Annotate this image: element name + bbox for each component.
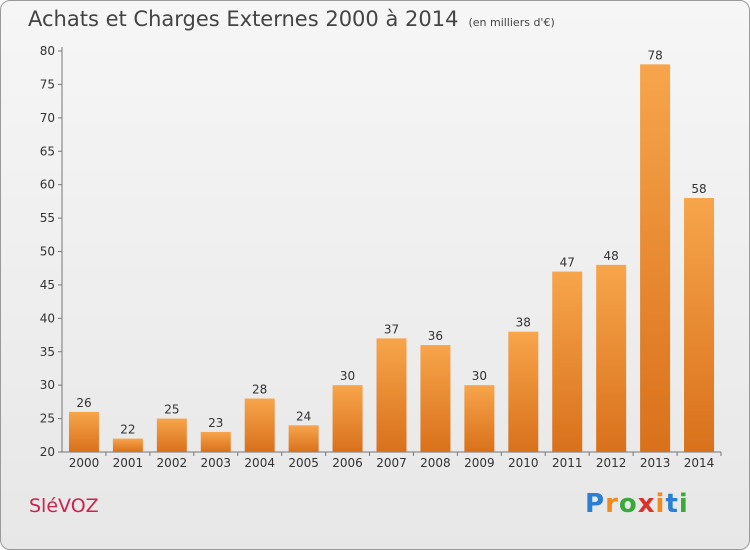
x-tick-label: 2005 bbox=[288, 456, 319, 470]
bar-value-label: 24 bbox=[296, 409, 311, 423]
logo-letter: i bbox=[678, 489, 689, 519]
bar bbox=[288, 425, 319, 452]
y-tick-label: 75 bbox=[40, 77, 55, 91]
bar-value-label: 25 bbox=[164, 403, 179, 417]
bar bbox=[508, 331, 539, 452]
y-tick-label: 50 bbox=[40, 245, 55, 259]
bar-value-label: 30 bbox=[340, 369, 355, 383]
bar-value-label: 28 bbox=[252, 383, 267, 397]
bar-value-label: 37 bbox=[384, 322, 399, 336]
bar bbox=[684, 198, 715, 452]
bar-value-label: 48 bbox=[604, 249, 619, 263]
y-tick-label: 55 bbox=[40, 211, 55, 225]
y-tick-label: 80 bbox=[40, 44, 55, 58]
bar bbox=[596, 264, 627, 452]
y-tick-label: 35 bbox=[40, 345, 55, 359]
y-tick-label: 30 bbox=[40, 378, 55, 392]
bar-value-label: 23 bbox=[208, 416, 223, 430]
y-tick-label: 20 bbox=[40, 445, 55, 459]
y-tick-label: 45 bbox=[40, 278, 55, 292]
y-tick-label: 40 bbox=[40, 311, 55, 325]
x-tick-label: 2009 bbox=[464, 456, 495, 470]
x-tick-label: 2006 bbox=[332, 456, 363, 470]
y-tick-label: 65 bbox=[40, 144, 55, 158]
x-tick-label: 2007 bbox=[376, 456, 407, 470]
x-tick-label: 2002 bbox=[157, 456, 188, 470]
chart-title-text: Achats et Charges Externes 2000 à 2014 bbox=[28, 7, 459, 31]
chart-title: Achats et Charges Externes 2000 à 2014 (e… bbox=[28, 7, 555, 31]
bar-value-label: 22 bbox=[120, 423, 135, 437]
bar bbox=[112, 438, 143, 452]
bar-value-label: 38 bbox=[516, 316, 531, 330]
bar bbox=[156, 418, 187, 452]
bar-value-label: 26 bbox=[76, 396, 91, 410]
bar bbox=[200, 431, 231, 452]
bar-value-label: 58 bbox=[691, 182, 706, 196]
logo-letter: P bbox=[585, 489, 606, 519]
x-tick-label: 2003 bbox=[200, 456, 231, 470]
bar-value-label: 47 bbox=[560, 256, 575, 270]
logo-letter: x bbox=[637, 489, 656, 519]
bar bbox=[244, 398, 275, 452]
x-tick-label: 2011 bbox=[552, 456, 583, 470]
y-tick-label: 25 bbox=[40, 412, 55, 426]
bar bbox=[376, 338, 407, 452]
chart-subtitle: (en milliers d'€) bbox=[468, 16, 555, 29]
bar bbox=[332, 385, 363, 452]
x-tick-label: 2000 bbox=[69, 456, 100, 470]
x-tick-label: 2010 bbox=[508, 456, 539, 470]
commune-name: SléVOZ bbox=[29, 495, 99, 517]
logo-letter: r bbox=[605, 489, 619, 519]
y-tick-label: 60 bbox=[40, 178, 55, 192]
bar bbox=[464, 385, 495, 452]
bar bbox=[552, 271, 583, 452]
logo-letter: t bbox=[665, 489, 679, 519]
y-tick-label: 70 bbox=[40, 111, 55, 125]
x-tick-label: 2008 bbox=[420, 456, 451, 470]
bar-value-label: 36 bbox=[428, 329, 443, 343]
x-tick-label: 2004 bbox=[244, 456, 275, 470]
bar bbox=[420, 345, 451, 452]
x-tick-label: 2014 bbox=[684, 456, 715, 470]
logo-letter: i bbox=[655, 489, 666, 519]
bar-value-label: 30 bbox=[472, 369, 487, 383]
bar bbox=[640, 64, 671, 452]
x-tick-label: 2001 bbox=[113, 456, 144, 470]
x-tick-label: 2013 bbox=[640, 456, 671, 470]
bar-value-label: 78 bbox=[647, 48, 662, 62]
proxiti-logo: Proxiti bbox=[585, 489, 689, 519]
logo-letter: o bbox=[618, 489, 638, 519]
bar bbox=[68, 411, 99, 452]
x-tick-label: 2012 bbox=[596, 456, 627, 470]
